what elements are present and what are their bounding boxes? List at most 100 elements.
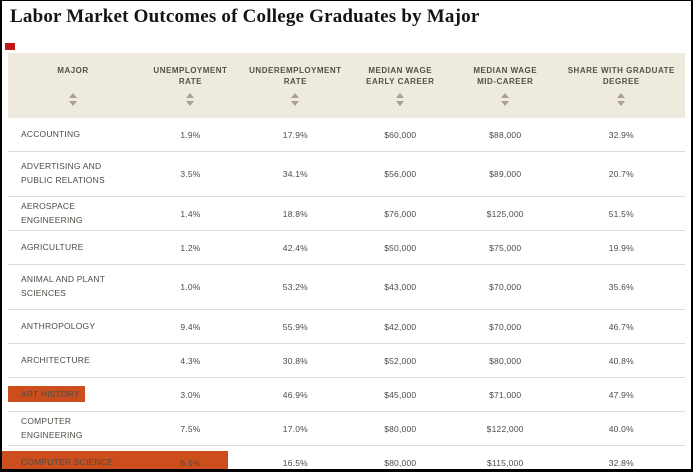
- cell-wage-early-career: $56,000: [384, 169, 417, 179]
- cell-underemployment-rate: 17.9%: [282, 129, 308, 140]
- cell-grad-degree-share: 40.8%: [608, 355, 634, 366]
- cell-grad-degree-share: 46.7%: [608, 321, 634, 332]
- cell-major: ANTHROPOLOGY: [8, 320, 138, 334]
- column-label: UNDEREMPLOYMENT RATE: [249, 66, 342, 87]
- column-label: SHARE WITH GRADUATE DEGREE: [567, 66, 675, 87]
- table-row: ANIMAL AND PLANT SCIENCES 1.0% 53.2% $43…: [8, 265, 685, 310]
- page-title: Labor Market Outcomes of College Graduat…: [10, 6, 480, 27]
- sort-descending-icon[interactable]: [617, 101, 626, 106]
- column-header-median-wage-mid-career[interactable]: MEDIAN WAGE MID-CAREER: [453, 65, 558, 106]
- cell-grad-degree-share: 35.6%: [608, 282, 634, 292]
- sort-arrows: [501, 93, 510, 106]
- cell-wage-early-career: $80,000: [384, 423, 417, 434]
- cell-wage-early-career: $50,000: [384, 242, 417, 253]
- sort-descending-icon[interactable]: [186, 101, 195, 106]
- sort-ascending-icon[interactable]: [501, 93, 510, 98]
- cell-unemployment-rate: 1.0%: [180, 282, 201, 292]
- table-row: AGRICULTURE 1.2% 42.4% $50,000 $75,000 1…: [8, 231, 685, 265]
- major-label: ADVERTISING AND PUBLIC RELATIONS: [21, 161, 105, 185]
- cell-major: AEROSPACE ENGINEERING: [8, 200, 138, 227]
- cell-underemployment-rate: 42.4%: [282, 242, 308, 253]
- column-label: MAJOR: [57, 66, 89, 75]
- sort-ascending-icon[interactable]: [186, 93, 195, 98]
- cell-wage-early-career: $80,000: [384, 457, 417, 468]
- major-label: ANIMAL AND PLANT SCIENCES: [21, 274, 105, 298]
- major-label-highlighted: ART HISTORY: [8, 385, 85, 402]
- column-header-unemployment-rate[interactable]: UNEMPLOYMENT RATE: [138, 65, 243, 106]
- cell-underemployment-rate: 30.8%: [282, 355, 308, 366]
- sort-ascending-icon[interactable]: [68, 93, 77, 98]
- cell-unemployment-rate: 9.4%: [180, 321, 201, 332]
- table-row: COMPUTER SCIENCE 6.1% 16.5% $80,000 $115…: [2, 446, 685, 469]
- cell-major: COMPUTER SCIENCE: [8, 456, 138, 469]
- cell-underemployment-rate: 17.0%: [282, 423, 308, 434]
- cell-wage-mid-career: $75,000: [489, 242, 522, 253]
- table-header: MAJOR UNEMPLOYMENT RATE UNDEREMPLOYMENT …: [8, 53, 685, 118]
- red-marker-icon: [5, 43, 15, 50]
- cell-wage-early-career: $42,000: [384, 321, 417, 332]
- cell-wage-mid-career: $115,000: [486, 457, 524, 468]
- table-row: ACCOUNTING 1.9% 17.9% $60,000 $88,000 32…: [8, 118, 685, 152]
- cell-wage-mid-career: $80,000: [489, 355, 522, 366]
- cell-grad-degree-share: 32.9%: [608, 129, 634, 140]
- highlight-box: [2, 451, 228, 469]
- cell-wage-mid-career: $70,000: [489, 321, 522, 332]
- cell-wage-early-career: $60,000: [384, 129, 417, 140]
- cell-major: ARCHITECTURE: [8, 354, 138, 368]
- sort-ascending-icon[interactable]: [396, 93, 405, 98]
- sort-descending-icon[interactable]: [68, 101, 77, 106]
- cell-unemployment-rate: 1.2%: [180, 242, 201, 253]
- table-row: ARCHITECTURE 4.3% 30.8% $52,000 $80,000 …: [8, 344, 685, 378]
- cell-grad-degree-share: 20.7%: [608, 169, 634, 179]
- column-header-major[interactable]: MAJOR: [8, 65, 138, 106]
- cell-underemployment-rate: 34.1%: [282, 169, 308, 179]
- cell-unemployment-rate: 1.9%: [180, 129, 201, 140]
- table-row: ANTHROPOLOGY 9.4% 55.9% $42,000 $70,000 …: [8, 310, 685, 344]
- cell-major: ANIMAL AND PLANT SCIENCES: [8, 273, 138, 300]
- sort-arrows: [68, 93, 77, 106]
- table-row: AEROSPACE ENGINEERING 1.4% 18.8% $76,000…: [8, 197, 685, 231]
- major-label: ANTHROPOLOGY: [21, 320, 96, 331]
- major-label: ACCOUNTING: [21, 128, 81, 139]
- cell-wage-mid-career: $89,000: [489, 169, 522, 179]
- cell-unemployment-rate: 7.5%: [180, 423, 201, 434]
- sort-ascending-icon[interactable]: [617, 93, 626, 98]
- cell-grad-degree-share: 40.0%: [608, 423, 634, 434]
- major-label: COMPUTER ENGINEERING: [21, 415, 83, 440]
- cell-wage-mid-career: $125,000: [486, 208, 524, 219]
- sort-arrows: [291, 93, 300, 106]
- major-label-highlighted: COMPUTER SCIENCE: [21, 456, 113, 467]
- cell-underemployment-rate: 55.9%: [282, 321, 308, 332]
- column-header-median-wage-early-career[interactable]: MEDIAN WAGE EARLY CAREER: [348, 65, 453, 106]
- table-row: ADVERTISING AND PUBLIC RELATIONS 3.5% 34…: [8, 152, 685, 197]
- sort-arrows: [396, 93, 405, 106]
- column-label: UNEMPLOYMENT RATE: [153, 66, 228, 87]
- major-label: AEROSPACE ENGINEERING: [21, 200, 83, 225]
- cell-underemployment-rate: 16.5%: [282, 457, 308, 468]
- table-row: COMPUTER ENGINEERING 7.5% 17.0% $80,000 …: [8, 412, 685, 446]
- cell-wage-early-career: $76,000: [384, 208, 417, 219]
- sort-arrows: [186, 93, 195, 106]
- cell-underemployment-rate: 53.2%: [282, 282, 308, 292]
- column-header-share-with-graduate-degree[interactable]: SHARE WITH GRADUATE DEGREE: [558, 65, 685, 106]
- cell-major: COMPUTER ENGINEERING: [8, 415, 138, 442]
- table-row: ART HISTORY 3.0% 46.9% $45,000 $71,000 4…: [8, 378, 685, 412]
- cell-wage-mid-career: $122,000: [486, 423, 524, 434]
- cell-grad-degree-share: 19.9%: [608, 242, 634, 253]
- cell-wage-early-career: $45,000: [384, 389, 417, 400]
- cell-wage-mid-career: $88,000: [489, 129, 522, 140]
- sort-ascending-icon[interactable]: [291, 93, 300, 98]
- cell-major: ART HISTORY: [8, 385, 138, 402]
- cell-wage-early-career: $52,000: [384, 355, 417, 366]
- sort-descending-icon[interactable]: [291, 101, 300, 106]
- cell-underemployment-rate: 18.8%: [282, 208, 308, 219]
- sort-descending-icon[interactable]: [396, 101, 405, 106]
- cell-major: ADVERTISING AND PUBLIC RELATIONS: [8, 160, 138, 187]
- cell-wage-mid-career: $71,000: [489, 389, 522, 400]
- cell-unemployment-rate: 6.1%: [180, 457, 201, 468]
- outcomes-table: MAJOR UNEMPLOYMENT RATE UNDEREMPLOYMENT …: [2, 53, 685, 469]
- sort-descending-icon[interactable]: [501, 101, 510, 106]
- cell-unemployment-rate: 4.3%: [180, 355, 201, 366]
- column-header-underemployment-rate[interactable]: UNDEREMPLOYMENT RATE: [243, 65, 348, 106]
